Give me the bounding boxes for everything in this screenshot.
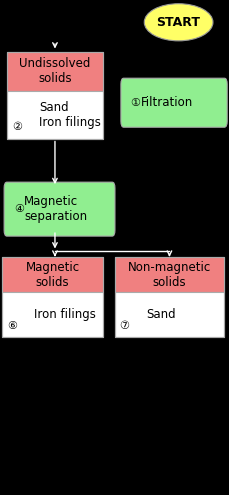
Text: START: START xyxy=(157,16,201,29)
Text: ⑥: ⑥ xyxy=(7,320,17,331)
Text: Undissolved
solids: Undissolved solids xyxy=(19,57,91,86)
Text: ⑦: ⑦ xyxy=(119,320,129,331)
Text: Non-magnetic
solids: Non-magnetic solids xyxy=(128,261,211,289)
Text: Filtration: Filtration xyxy=(141,96,193,109)
FancyBboxPatch shape xyxy=(114,257,224,292)
FancyBboxPatch shape xyxy=(7,52,103,91)
Text: Magnetic
separation: Magnetic separation xyxy=(24,195,87,223)
FancyBboxPatch shape xyxy=(4,182,115,236)
FancyBboxPatch shape xyxy=(2,292,103,337)
Text: Magnetic
solids: Magnetic solids xyxy=(26,261,80,289)
Ellipse shape xyxy=(144,4,213,41)
FancyBboxPatch shape xyxy=(7,91,103,139)
FancyBboxPatch shape xyxy=(2,257,103,292)
Text: ②: ② xyxy=(13,122,23,132)
Text: Sand
Iron filings: Sand Iron filings xyxy=(39,101,101,129)
Text: Iron filings: Iron filings xyxy=(34,308,96,321)
FancyBboxPatch shape xyxy=(114,292,224,337)
Text: ①: ① xyxy=(131,98,141,108)
FancyBboxPatch shape xyxy=(121,78,227,127)
Text: ④: ④ xyxy=(14,204,24,214)
Text: Sand: Sand xyxy=(147,308,176,321)
